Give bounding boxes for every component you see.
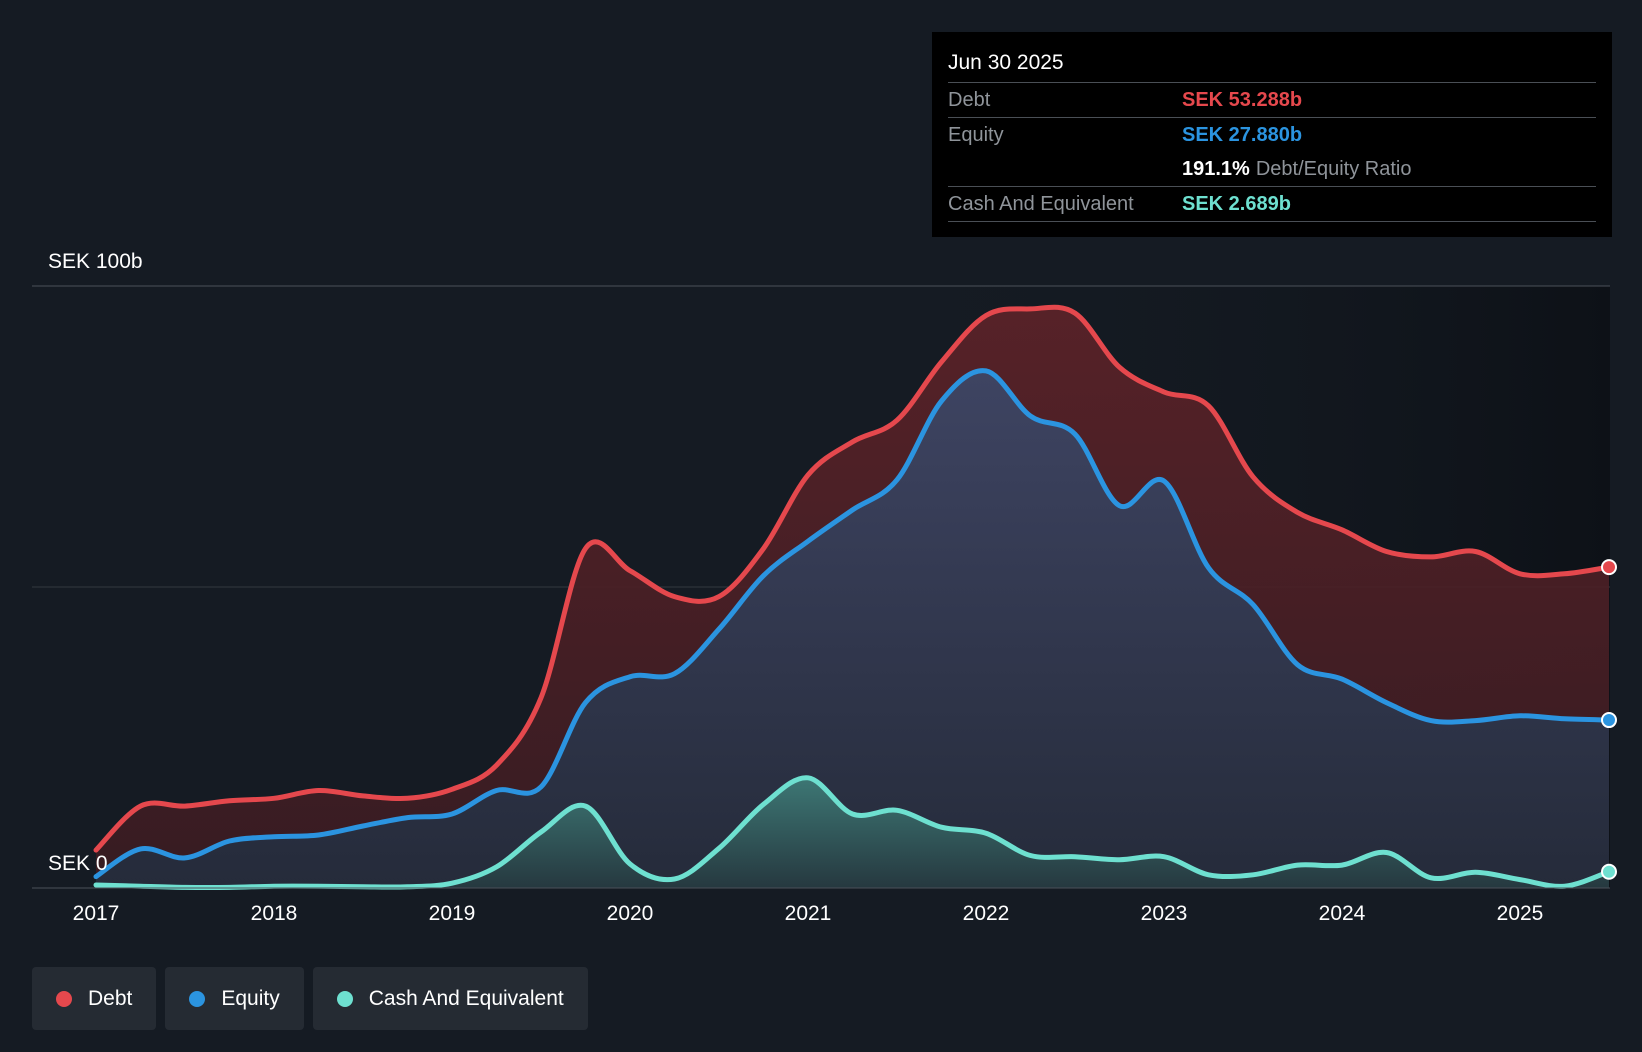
x-tick-label-2023: 2023 (1141, 902, 1188, 925)
tooltip-value-equity: SEK 27.880b (1182, 123, 1303, 146)
tooltip-row-debt: Debt SEK 53.288b (948, 83, 1596, 118)
equity-line (93, 368, 1612, 880)
tooltip-row-equity: Equity SEK 27.880b (948, 118, 1596, 152)
x-tick-label-2019: 2019 (429, 902, 476, 925)
equity-area (96, 370, 1609, 889)
x-tick-label-2024: 2024 (1319, 902, 1366, 925)
legend-item-debt[interactable]: Debt (32, 967, 157, 1030)
x-tick-label-2021: 2021 (785, 902, 832, 925)
y-axis-bottom-label: SEK 0 (48, 852, 108, 875)
cash-line (93, 775, 1612, 891)
tooltip-ratio-value: 191.1% (1182, 157, 1250, 180)
legend-label-equity: Equity (221, 986, 280, 1010)
legend-dot-equity (189, 990, 206, 1007)
tooltip-value-debt: SEK 53.288b (1182, 88, 1303, 111)
cash-endpoint-marker[interactable] (1601, 863, 1617, 880)
tooltip-label-debt: Debt (948, 88, 991, 111)
chart-legend: Debt Equity Cash And Equivalent (32, 967, 588, 1030)
cash-area (96, 777, 1609, 888)
legend-label-debt: Debt (88, 986, 133, 1010)
debt-line (93, 304, 1612, 853)
equity-endpoint-marker[interactable] (1601, 712, 1617, 729)
tooltip-ratio-label: Debt/Equity Ratio (1255, 157, 1412, 180)
legend-label-cash: Cash And Equivalent (368, 986, 564, 1010)
tooltip-label-equity: Equity (948, 123, 1004, 146)
legend-dot-debt (56, 990, 72, 1007)
legend-dot-cash (336, 990, 353, 1007)
x-tick-label-2025: 2025 (1497, 902, 1544, 925)
debt-endpoint-marker[interactable] (1601, 559, 1617, 576)
legend-item-cash[interactable]: Cash And Equivalent (312, 967, 588, 1030)
tooltip-panel: Jun 30 2025 Debt SEK 53.288b Equity SEK … (932, 32, 1612, 237)
tooltip-row-cash: Cash And Equivalent SEK 2.689b (948, 187, 1596, 222)
y-axis-top-label: SEK 100b (48, 250, 143, 273)
tooltip-date: Jun 30 2025 (948, 32, 1596, 83)
x-tick-label-2017: 2017 (73, 902, 120, 925)
tooltip-value-cash: SEK 2.689b (1182, 192, 1291, 215)
x-tick-label-2018: 2018 (251, 902, 298, 925)
legend-item-equity[interactable]: Equity (165, 967, 304, 1030)
x-tick-label-2022: 2022 (963, 902, 1010, 925)
x-tick-label-2020: 2020 (607, 902, 654, 925)
tooltip-label-cash: Cash And Equivalent (948, 192, 1134, 215)
tooltip-row-ratio: 191.1% Debt/Equity Ratio (948, 152, 1596, 187)
